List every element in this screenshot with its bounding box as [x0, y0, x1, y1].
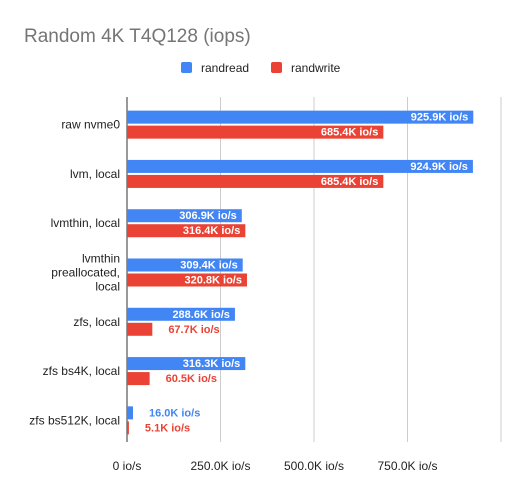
data-label-randwrite: 67.7K io/s	[168, 324, 219, 336]
bar-randread[interactable]	[127, 159, 473, 173]
bar-randwrite[interactable]	[127, 125, 384, 139]
bar-randwrite[interactable]	[127, 322, 153, 336]
data-label-randwrite: 685.4K io/s	[321, 127, 378, 139]
data-label-randread: 924.9K io/s	[410, 161, 467, 173]
data-label-randwrite: 320.8K io/s	[184, 275, 241, 287]
data-label-randread: 288.6K io/s	[172, 309, 229, 321]
x-tick-label: 250.0K io/s	[190, 459, 250, 473]
data-label-randread: 16.0K io/s	[149, 407, 200, 419]
bar-randwrite[interactable]	[127, 174, 384, 188]
category-label: lvmthin preallocated, local	[51, 252, 120, 294]
bar-randread[interactable]	[127, 357, 246, 371]
legend-swatch-randwrite	[271, 62, 282, 73]
bar-randread[interactable]	[127, 110, 474, 124]
data-label-randread: 925.9K io/s	[411, 112, 468, 124]
bar-randwrite[interactable]	[127, 273, 247, 287]
legend-item-randwrite[interactable]: randwrite	[271, 61, 341, 75]
bar-randread[interactable]	[127, 258, 243, 272]
category-label: zfs, local	[73, 315, 120, 329]
chart-title: Random 4K T4Q128 (iops)	[24, 26, 251, 47]
category-label: lvm, local	[70, 167, 120, 181]
bars: 925.9K io/s 685.4K io/s 924.9K io/s 685.4K …	[127, 110, 474, 435]
data-label-randread: 309.4K io/s	[180, 260, 237, 272]
legend-label-randwrite: randwrite	[291, 61, 341, 75]
data-label-randwrite: 316.4K io/s	[183, 225, 240, 237]
x-tick-label: 0 io/s	[113, 459, 142, 473]
x-tick-label: 750.0K io/s	[377, 459, 437, 473]
data-label-randread: 316.3K io/s	[183, 358, 240, 370]
legend-label-randread: randread	[201, 61, 249, 75]
bar-randwrite[interactable]	[127, 224, 246, 238]
legend-item-randread[interactable]: randread	[181, 61, 249, 75]
bar-randread[interactable]	[127, 209, 242, 223]
category-label: lvmthin, local	[51, 216, 120, 230]
bar-randwrite[interactable]	[127, 421, 129, 435]
category-label: zfs bs4K, local	[43, 364, 120, 378]
bar-randread[interactable]	[127, 307, 235, 321]
data-label-randwrite: 685.4K io/s	[321, 176, 378, 188]
category-label: zfs bs512K, local	[29, 413, 120, 427]
category-labels: raw nvme0 lvm, local lvmthin, local lvmthin…	[29, 118, 120, 428]
data-label-randread: 306.9K io/s	[179, 210, 236, 222]
category-label: raw nvme0	[61, 118, 120, 132]
x-tick-label: 500.0K io/s	[284, 459, 344, 473]
bar-randread[interactable]	[127, 406, 133, 420]
data-label-randwrite: 60.5K io/s	[166, 373, 217, 385]
legend: randread randwrite	[181, 61, 341, 75]
bar-randwrite[interactable]	[127, 372, 150, 386]
x-axis-tick-labels: 0 io/s 250.0K io/s 500.0K io/s 750.0K io/s	[113, 459, 438, 473]
data-label-randwrite: 5.1K io/s	[145, 422, 190, 434]
legend-swatch-randread	[181, 62, 192, 73]
